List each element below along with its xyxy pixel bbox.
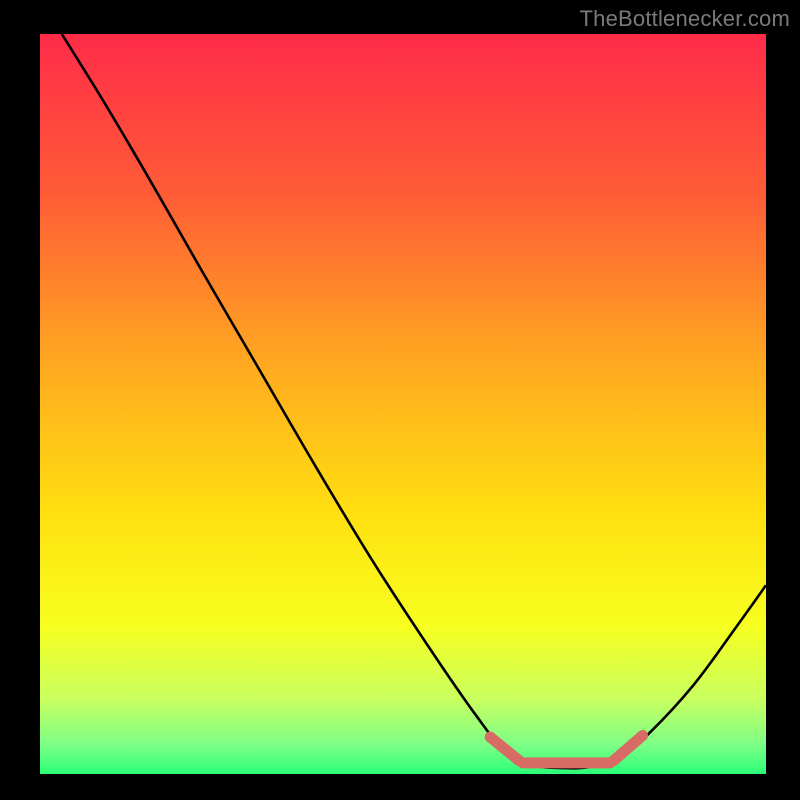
stage: TheBottlenecker.com [0, 0, 800, 800]
plot-gradient-background [40, 34, 766, 774]
bottleneck-gradient-chart [0, 0, 800, 800]
watermark-text: TheBottlenecker.com [580, 6, 790, 32]
